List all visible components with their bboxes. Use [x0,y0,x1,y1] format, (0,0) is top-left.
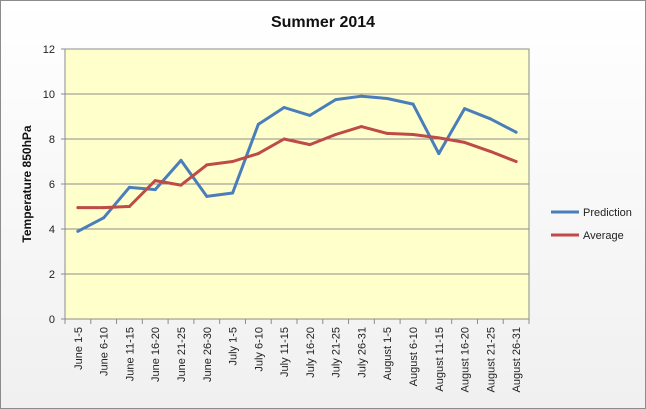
y-tick-label: 4 [49,224,55,236]
x-tick-label: July 1-5 [228,327,240,366]
y-axis-title: Temperature 850hPa [20,125,34,242]
x-tick-label: August 26-31 [511,327,523,392]
legend-label-prediction: Prediction [583,207,632,219]
x-tick-label: July 11-15 [279,327,291,377]
data-point-average [514,160,518,163]
x-tick-label: August 21-25 [485,327,497,392]
data-point-prediction [102,216,106,220]
data-point-average [359,125,363,129]
x-tick-label: August 6-10 [408,327,420,386]
x-axis-ticks: June 1-5 June 6-10 June 11-15 June 16-20 Jun… [64,319,530,392]
x-tick-label: July 16-20 [305,327,317,378]
x-tick-label: June 11-15 [124,327,136,381]
data-point-prediction [488,117,492,121]
data-point-prediction [231,191,235,195]
gridlines [65,93,529,275]
data-point-average [437,136,441,140]
data-point-prediction [205,194,209,198]
y-tick-label: 8 [49,134,55,146]
data-point-average [463,140,467,144]
data-point-average [308,143,312,147]
x-tick-label: June 21-25 [176,327,188,382]
data-point-average [153,179,157,183]
data-point-prediction [385,97,389,100]
data-point-average [256,152,260,156]
data-point-prediction [256,122,260,126]
x-tick-label: June 26-30 [202,327,214,382]
data-point-prediction [359,94,363,98]
x-tick-label: July 21-25 [331,327,343,378]
x-tick-label: August 1-5 [382,327,394,380]
data-point-prediction [179,158,183,162]
chart-title: Summer 2014 [271,14,375,31]
x-tick-label: July 26-31 [356,327,368,378]
x-tick-label: August 11-15 [434,327,446,392]
legend: Prediction Average [551,207,632,242]
data-point-prediction [437,152,441,156]
y-tick-label: 2 [49,269,55,281]
legend-label-average: Average [583,230,624,242]
x-tick-label: June 1-5 [73,327,85,370]
data-point-average [179,183,183,187]
data-point-average [385,131,389,135]
x-tick-label: July 6-10 [253,327,265,372]
data-point-average [231,160,235,163]
data-series [76,94,518,233]
series-line-prediction [76,94,518,233]
series-line-average [76,125,518,210]
data-point-prediction [76,229,80,233]
y-tick-label: 10 [43,89,55,101]
data-point-prediction [153,188,157,192]
data-point-average [102,206,106,210]
data-point-average [282,137,286,141]
data-point-average [334,133,338,136]
x-tick-label: August 16-20 [460,327,472,392]
y-tick-label: 0 [49,314,55,326]
data-point-prediction [334,98,338,102]
data-point-average [411,133,415,136]
x-tick-label: June 16-20 [150,327,162,382]
data-point-prediction [308,113,312,117]
data-point-prediction [514,130,518,134]
data-point-average [488,149,492,153]
data-point-prediction [127,185,131,189]
y-tick-label: 12 [43,44,55,56]
y-tick-label: 6 [49,179,55,191]
data-point-average [127,205,131,208]
data-point-prediction [411,102,415,106]
data-point-average [76,206,80,210]
data-point-prediction [463,107,467,111]
y-axis-ticks: 0 2 4 6 8 10 12 [43,44,65,326]
data-point-prediction [282,106,286,109]
x-tick-label: June 6-10 [99,327,111,376]
data-point-average [205,163,209,167]
